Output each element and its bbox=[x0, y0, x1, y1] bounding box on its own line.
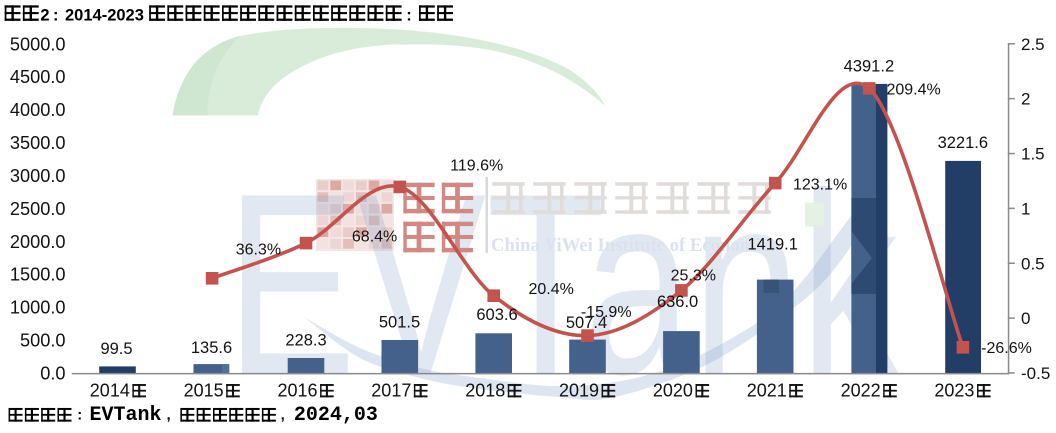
svg-text:0.0: 0.0 bbox=[40, 364, 65, 384]
svg-text:2015: 2015 bbox=[184, 380, 224, 400]
svg-text:4391.2: 4391.2 bbox=[844, 58, 894, 76]
svg-text:3221.6: 3221.6 bbox=[938, 134, 988, 152]
svg-text:4500.0: 4500.0 bbox=[10, 67, 66, 87]
svg-text:0: 0 bbox=[1021, 309, 1030, 328]
svg-text:68.4%: 68.4% bbox=[352, 228, 397, 245]
svg-text:135.6: 135.6 bbox=[191, 339, 232, 357]
svg-text:1: 1 bbox=[1021, 199, 1030, 218]
svg-text:603.6: 603.6 bbox=[476, 306, 517, 324]
svg-text:2017: 2017 bbox=[371, 380, 411, 400]
svg-text:2500.0: 2500.0 bbox=[10, 199, 66, 219]
svg-text:2021: 2021 bbox=[747, 380, 787, 400]
svg-text::: : bbox=[77, 406, 82, 423]
svg-text:2014: 2014 bbox=[90, 380, 130, 400]
svg-text:2014-2023: 2014-2023 bbox=[65, 7, 144, 25]
svg-text:25.3%: 25.3% bbox=[671, 268, 716, 285]
svg-text::: : bbox=[53, 7, 59, 25]
svg-text:,: , bbox=[167, 406, 171, 423]
svg-text:2: 2 bbox=[40, 7, 49, 25]
svg-text:EVTank: EVTank bbox=[90, 404, 162, 427]
svg-text:2022: 2022 bbox=[841, 380, 881, 400]
svg-text:2.5: 2.5 bbox=[1021, 35, 1045, 54]
svg-text:-26.6%: -26.6% bbox=[981, 340, 1032, 357]
svg-text:-15.9%: -15.9% bbox=[581, 304, 632, 321]
svg-text:20.4%: 20.4% bbox=[529, 281, 574, 298]
svg-text:2016: 2016 bbox=[278, 380, 318, 400]
svg-text:-0.5: -0.5 bbox=[1021, 364, 1050, 383]
svg-text::: : bbox=[406, 7, 412, 25]
svg-text:1000.0: 1000.0 bbox=[10, 298, 66, 318]
svg-text:36.3%: 36.3% bbox=[236, 242, 281, 259]
svg-text:2020: 2020 bbox=[653, 380, 693, 400]
svg-text:2: 2 bbox=[1021, 90, 1030, 109]
svg-text:3500.0: 3500.0 bbox=[10, 133, 66, 153]
svg-text:209.4%: 209.4% bbox=[886, 82, 940, 99]
svg-text:636.0: 636.0 bbox=[657, 293, 698, 311]
svg-text:5000.0: 5000.0 bbox=[10, 34, 66, 54]
svg-text:99.5: 99.5 bbox=[100, 340, 132, 358]
svg-text:1500.0: 1500.0 bbox=[10, 265, 66, 285]
svg-text:4000.0: 4000.0 bbox=[10, 100, 66, 120]
svg-text:2023: 2023 bbox=[934, 380, 974, 400]
svg-text:3000.0: 3000.0 bbox=[10, 166, 66, 186]
svg-text:,: , bbox=[281, 406, 285, 423]
svg-text:500.0: 500.0 bbox=[20, 331, 66, 351]
svg-text:1419.1: 1419.1 bbox=[747, 236, 797, 254]
svg-text:119.6%: 119.6% bbox=[450, 157, 503, 174]
svg-text:0.5: 0.5 bbox=[1021, 254, 1045, 273]
svg-text:123.1%: 123.1% bbox=[793, 176, 847, 193]
svg-text:1.5: 1.5 bbox=[1021, 145, 1045, 164]
svg-text:2000.0: 2000.0 bbox=[10, 232, 66, 252]
svg-text:501.5: 501.5 bbox=[379, 314, 420, 332]
svg-text:China YiWei Institute of Econo: China YiWei Institute of Economics bbox=[491, 235, 776, 256]
svg-text:507.4: 507.4 bbox=[566, 314, 607, 332]
svg-text:228.3: 228.3 bbox=[285, 331, 326, 349]
svg-text:2024,03: 2024,03 bbox=[294, 404, 378, 427]
svg-text:2019: 2019 bbox=[559, 380, 599, 400]
svg-text:2018: 2018 bbox=[465, 380, 505, 400]
